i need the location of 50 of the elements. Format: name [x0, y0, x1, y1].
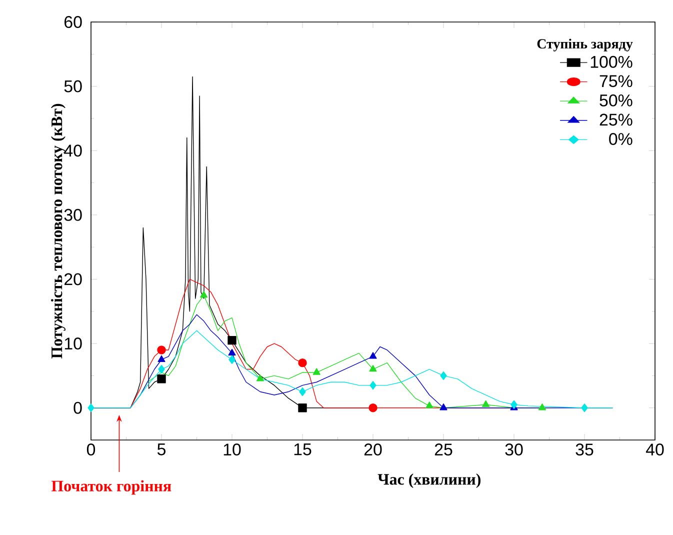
point: [158, 364, 165, 374]
legend-label: 75%: [600, 75, 632, 88]
point: [538, 403, 546, 410]
legend-label: 50%: [600, 94, 632, 106]
point: [228, 336, 236, 345]
point: [228, 348, 236, 356]
point: [228, 355, 236, 364]
point: [157, 346, 166, 354]
point: [369, 352, 377, 359]
x-tick-label: 40: [646, 444, 664, 456]
point: [298, 403, 307, 412]
legend-title: Ступінь заряду: [537, 38, 633, 52]
y-tick-label: 40: [64, 144, 82, 157]
y-tick-label: 60: [64, 16, 82, 28]
y-tick-label: 10: [64, 338, 82, 350]
x-tick-label: 0: [86, 444, 96, 456]
point: [482, 400, 490, 407]
legend-label: 25%: [600, 114, 632, 126]
y-tick-label: 0: [74, 402, 82, 414]
y-axis-title: Потужність теплового потоку (кВт): [50, 104, 66, 358]
legend-label: 0%: [609, 133, 632, 146]
point: [426, 402, 434, 408]
y-tick-label: 30: [64, 208, 82, 221]
point: [368, 403, 378, 412]
x-axis-title: Час (хвилини): [378, 474, 480, 488]
legend-label: 100%: [590, 56, 632, 68]
y-tick-label: 20: [64, 273, 82, 286]
x-tick-label: 25: [434, 444, 452, 456]
x-tick-label: 15: [294, 444, 312, 456]
x-tick-label: 30: [505, 444, 523, 456]
text: Початок горіння: [52, 480, 172, 495]
y-tick-label: 50: [64, 80, 82, 92]
point: [369, 364, 377, 372]
point: [510, 400, 518, 409]
x-tick-label: 35: [576, 444, 594, 456]
point: [88, 403, 94, 412]
point: [299, 387, 306, 396]
x-tick-label: 5: [157, 444, 166, 456]
point: [298, 358, 307, 368]
point: [312, 368, 320, 375]
point: [370, 380, 376, 390]
point: [581, 403, 588, 412]
point: [440, 403, 448, 410]
x-tick-label: 20: [364, 444, 382, 456]
point: [256, 374, 264, 382]
point: [157, 374, 166, 384]
point: [440, 371, 447, 380]
x-tick-label: 10: [224, 444, 241, 456]
point: [158, 355, 166, 362]
point: [200, 290, 208, 298]
